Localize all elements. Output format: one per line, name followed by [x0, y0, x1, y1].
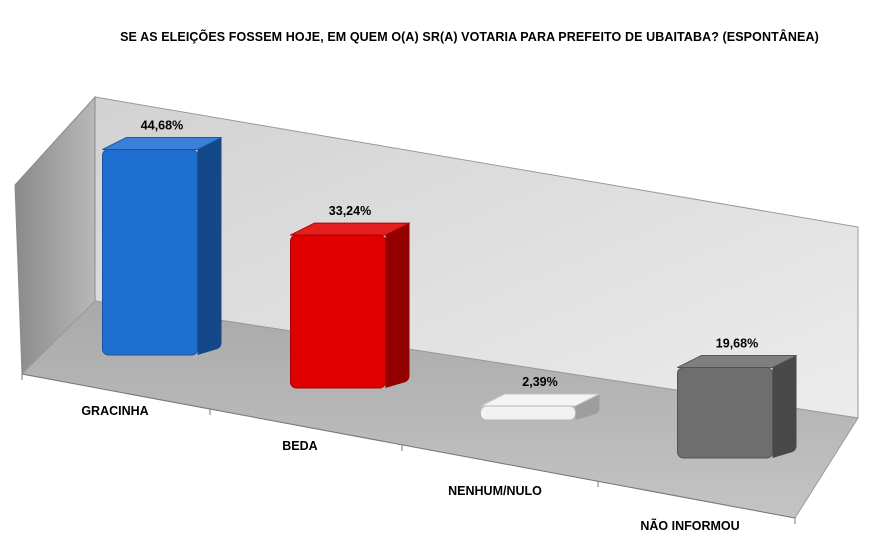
x-tick-label: NÃO INFORMOU: [640, 518, 739, 533]
data-label: 44,68%: [141, 118, 183, 132]
data-label: 19,68%: [716, 336, 758, 350]
bar-front-face: [102, 148, 198, 356]
bar-front-face: [480, 405, 576, 421]
data-label: 33,24%: [329, 204, 371, 218]
x-tick-label: BEDA: [282, 439, 317, 453]
bar-front-face: [677, 366, 773, 459]
x-axis-line: [21, 373, 796, 519]
bar-n-o-informou: [677, 354, 797, 459]
bar-beda: [290, 222, 410, 389]
chart-title: SE AS ELEIÇÕES FOSSEM HOJE, EM QUEM O(A)…: [120, 30, 819, 44]
bar-side-face: [772, 355, 797, 458]
bar-front-face: [290, 234, 386, 389]
bar-nenhum-nulo: [480, 393, 600, 421]
bar-side-face: [197, 137, 222, 355]
bar-gracinha: [102, 136, 222, 356]
x-tick-label: NENHUM/NULO: [448, 484, 542, 498]
bar-side-face: [385, 223, 410, 388]
bar-side-face: [575, 394, 600, 420]
x-tick-label: GRACINHA: [81, 404, 148, 418]
data-label: 2,39%: [522, 375, 557, 389]
